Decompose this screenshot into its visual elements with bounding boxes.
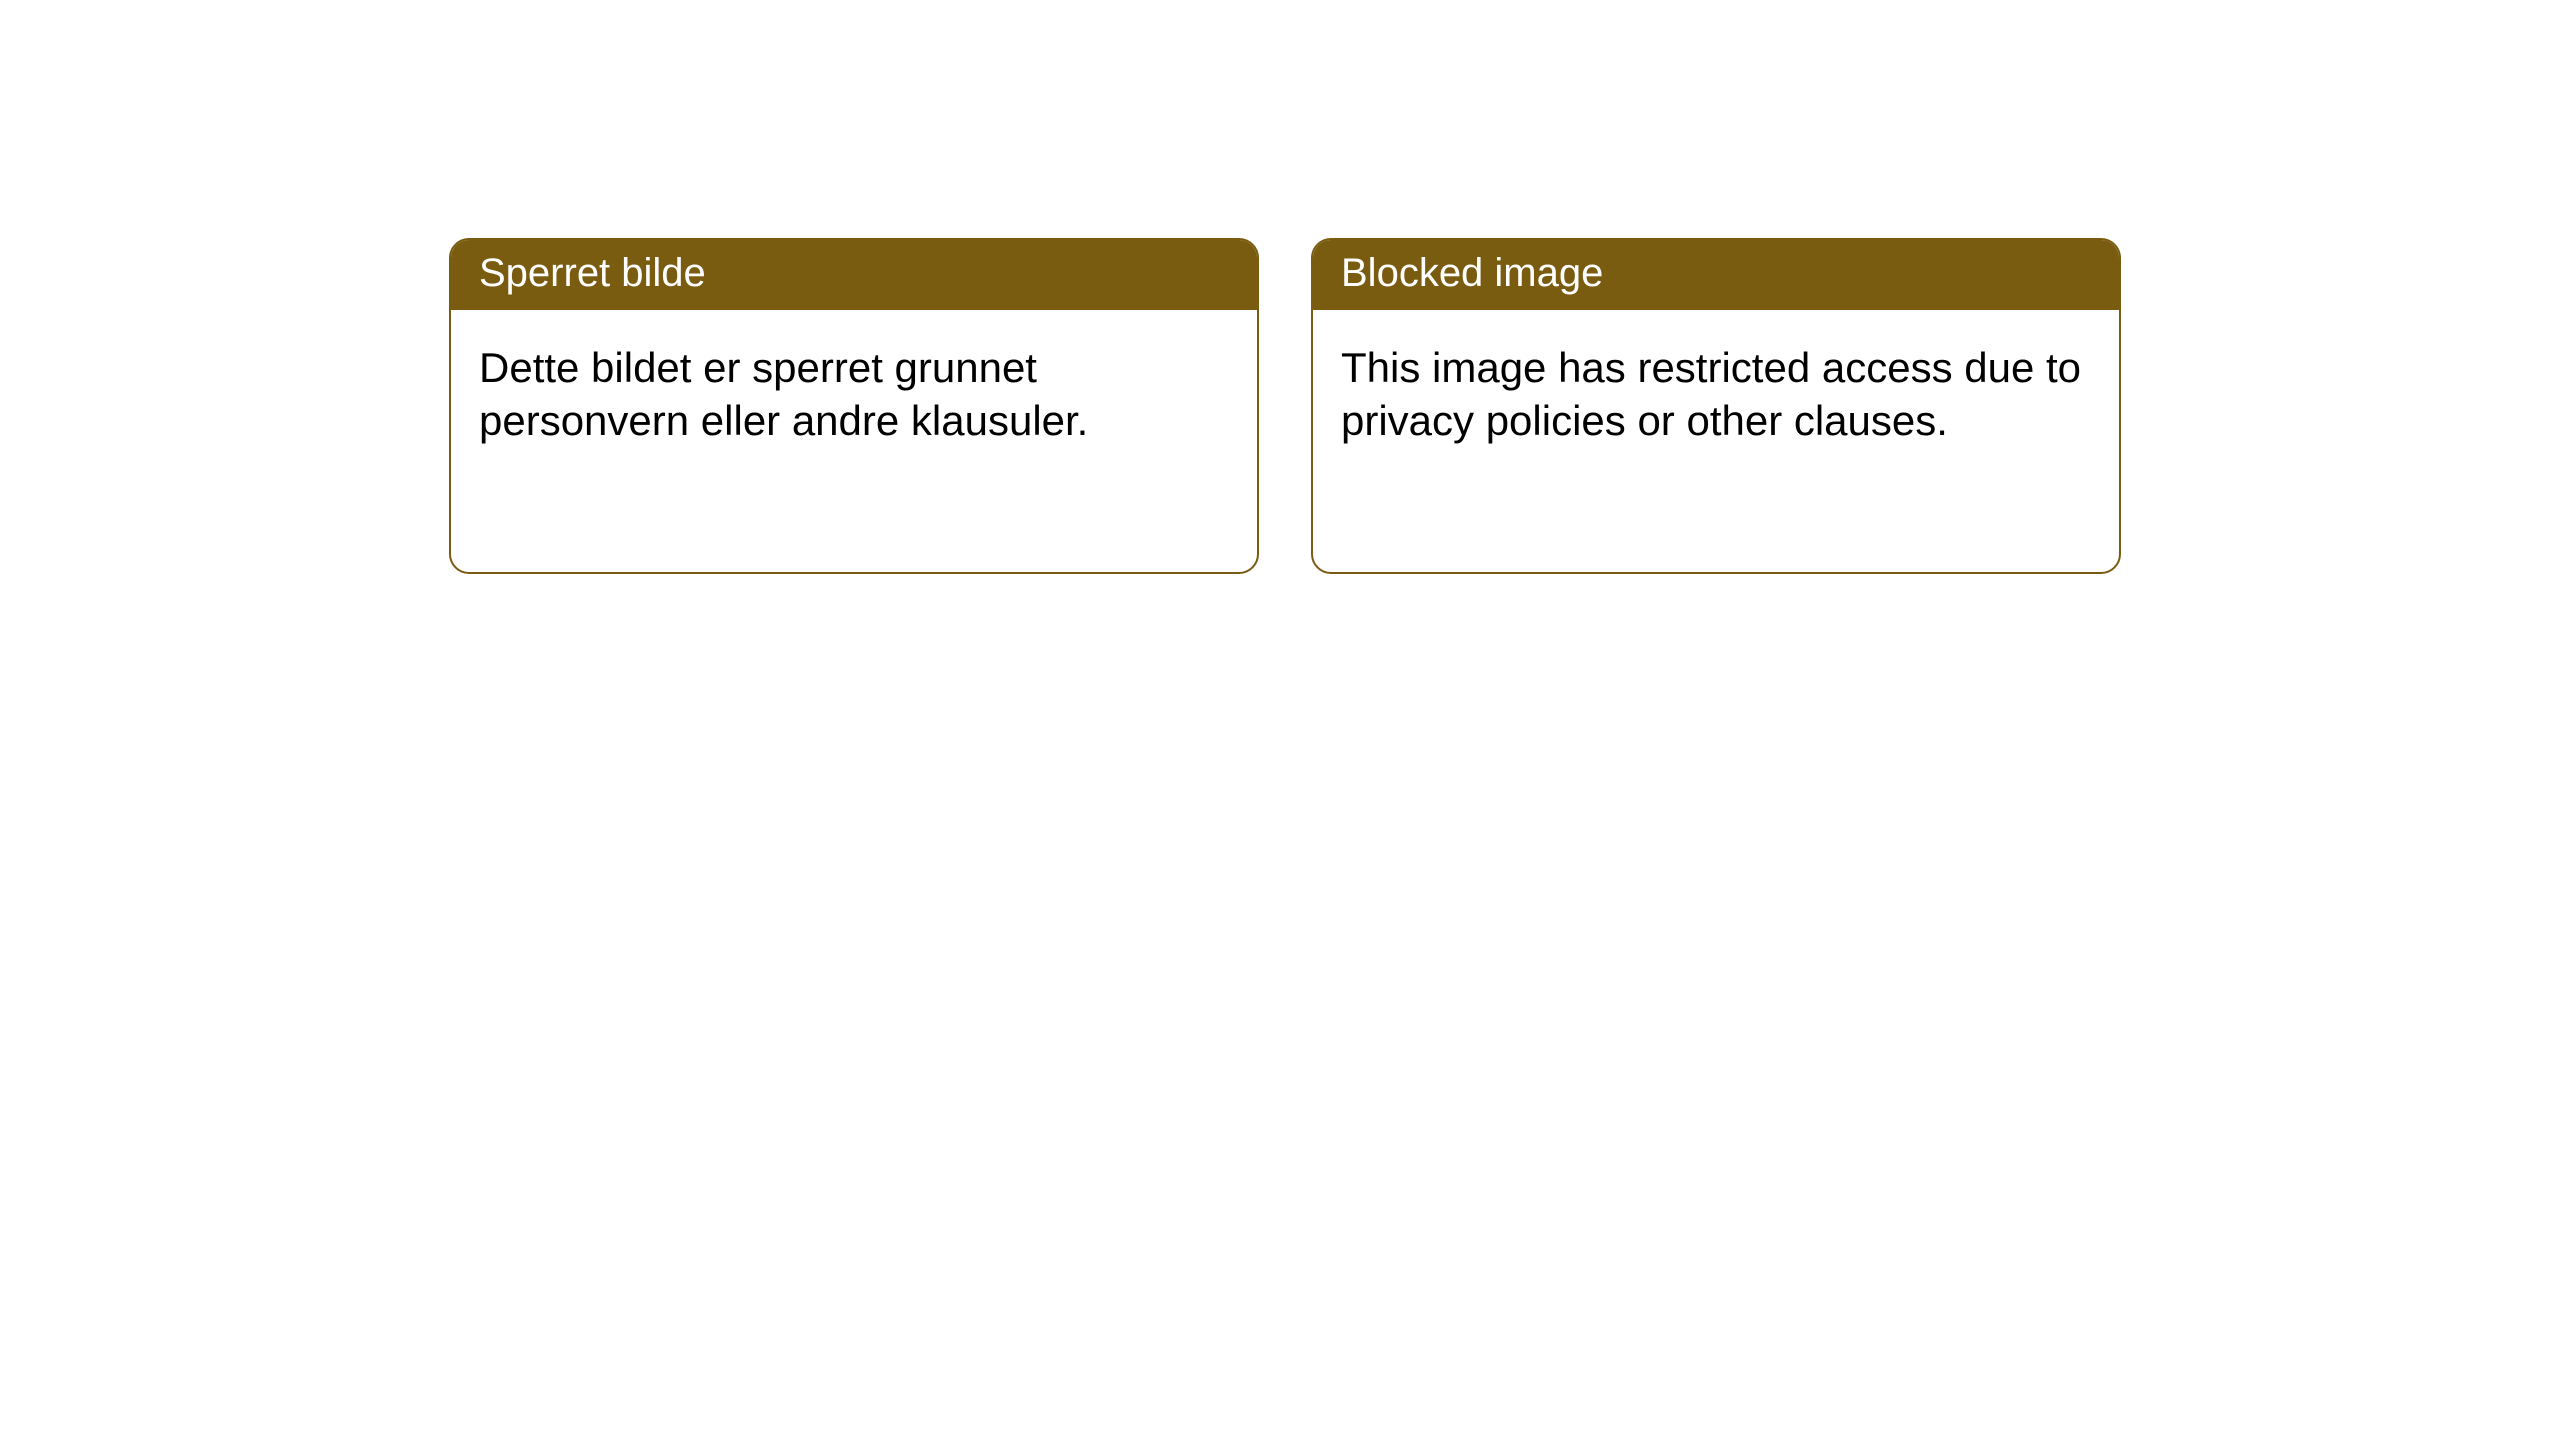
- notice-header-norwegian: Sperret bilde: [451, 240, 1257, 310]
- notice-card-norwegian: Sperret bilde Dette bildet er sperret gr…: [449, 238, 1259, 574]
- notice-container: Sperret bilde Dette bildet er sperret gr…: [0, 0, 2560, 574]
- notice-header-english: Blocked image: [1313, 240, 2119, 310]
- notice-body-norwegian: Dette bildet er sperret grunnet personve…: [451, 310, 1257, 475]
- notice-card-english: Blocked image This image has restricted …: [1311, 238, 2121, 574]
- notice-body-english: This image has restricted access due to …: [1313, 310, 2119, 475]
